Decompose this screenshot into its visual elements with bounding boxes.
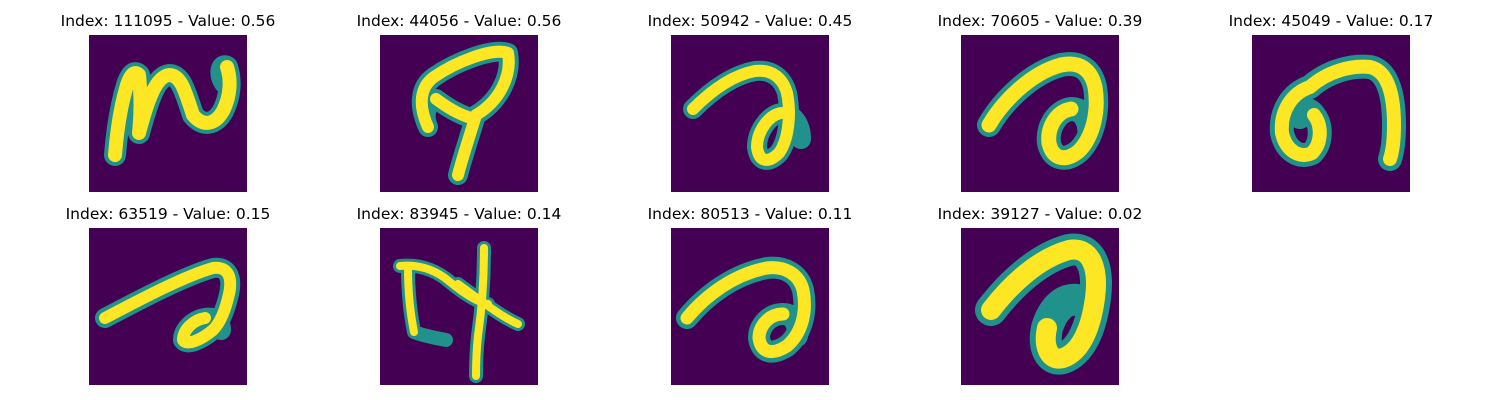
glyph-thumbnail	[89, 228, 247, 385]
glyph-thumbnail	[671, 35, 829, 192]
panel-title: Index: 70605 - Value: 0.39	[937, 12, 1143, 30]
glyph-thumbnail	[380, 228, 538, 385]
grid-panel: Index: 83945 - Value: 0.14	[339, 203, 579, 388]
glyph-thumbnail	[961, 35, 1119, 192]
grid-panel: Index: 39127 - Value: 0.02	[920, 203, 1160, 388]
panel-title: Index: 50942 - Value: 0.45	[647, 12, 853, 30]
panel-title: Index: 44056 - Value: 0.56	[356, 12, 562, 30]
glyph-thumbnail	[89, 35, 247, 192]
panel-title: Index: 111095 - Value: 0.56	[60, 12, 276, 30]
grid-panel: Index: 63519 - Value: 0.15	[48, 203, 288, 388]
panel-title: Index: 80513 - Value: 0.11	[647, 205, 853, 223]
panel-title: Index: 39127 - Value: 0.02	[937, 205, 1143, 223]
panel-title: Index: 63519 - Value: 0.15	[65, 205, 271, 223]
panel-title: Index: 45049 - Value: 0.17	[1228, 12, 1434, 30]
glyph-thumbnail	[380, 35, 538, 192]
glyph-thumbnail	[1252, 35, 1410, 192]
grid-panel: Index: 70605 - Value: 0.39	[920, 10, 1160, 195]
panel-title: Index: 83945 - Value: 0.14	[356, 205, 562, 223]
grid-panel: Index: 80513 - Value: 0.11	[630, 203, 870, 388]
glyph-thumbnail	[961, 228, 1119, 385]
glyph-thumbnail	[671, 228, 829, 385]
grid-panel: Index: 45049 - Value: 0.17	[1211, 10, 1451, 195]
grid-panel: Index: 111095 - Value: 0.56	[48, 10, 288, 195]
grid-panel: Index: 44056 - Value: 0.56	[339, 10, 579, 195]
grid-panel: Index: 50942 - Value: 0.45	[630, 10, 870, 195]
